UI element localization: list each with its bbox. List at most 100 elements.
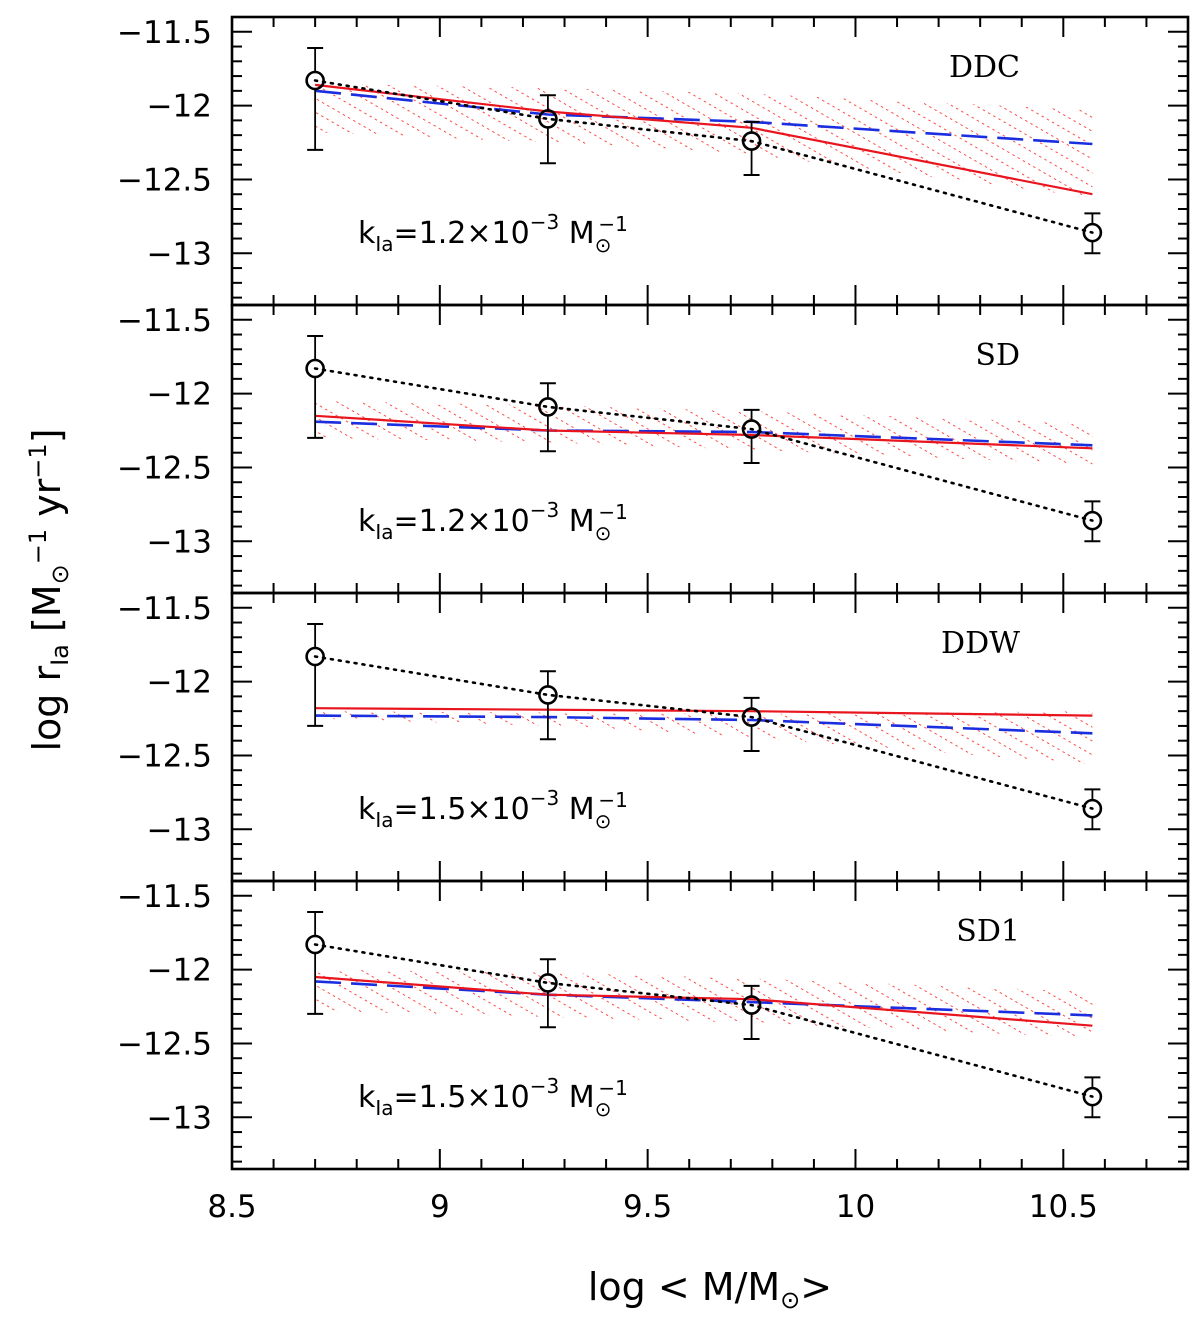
k-label-part: −3 [530, 210, 559, 234]
k-label-part: M [559, 216, 594, 251]
model-dashed-line [314, 89, 1093, 146]
k-label-part: Ia [375, 808, 393, 832]
model-solid-line [315, 975, 1093, 1027]
k-label-part: −3 [530, 1074, 559, 1098]
model-dashed-line [315, 714, 1093, 735]
k-label-part: −1 [598, 788, 627, 812]
k-label-part: −3 [530, 498, 559, 522]
y-tick-label: −11.5 [117, 15, 212, 51]
k-label-part: ⊙ [595, 521, 612, 545]
observed-point [538, 109, 558, 129]
observed-dotted-line [313, 367, 1094, 522]
y-tick-label: −12 [147, 89, 212, 125]
observed-point [305, 646, 325, 667]
observed-point [1082, 222, 1103, 243]
k-label-part: Ia [375, 520, 393, 544]
observed-point [305, 934, 325, 955]
k-label-part: Ia [375, 232, 393, 256]
k-label-part: −1 [598, 212, 627, 236]
observed-point [741, 995, 762, 1015]
model-dashed-line [315, 980, 1093, 1017]
k-label-part: ⊙ [595, 809, 612, 833]
observed-point [741, 419, 762, 439]
x-axis-title: log < M/M⊙> [588, 1265, 832, 1314]
y-tick-label: −12 [147, 665, 212, 701]
y-tick-label: −12.5 [117, 738, 212, 774]
k-label-part: −3 [530, 786, 559, 810]
x-tick-label: 8.5 [207, 1189, 256, 1225]
panel-label: SD1 [956, 914, 1020, 949]
k-label-part: =1.2×10 [394, 216, 530, 251]
model-band [315, 711, 1093, 765]
x-axis-title-sub: ⊙ [780, 1286, 800, 1314]
y-tick-label: −13 [147, 812, 212, 848]
k-ia-label: kIa=1.5×10−3 M⊙−1 [358, 1074, 628, 1121]
y-tick-label: −12.5 [117, 162, 212, 198]
observed-point [1082, 798, 1103, 819]
k-ia-label: kIa=1.2×10−3 M⊙−1 [358, 210, 628, 257]
y-axis-title-unit-sup: −1 [24, 529, 52, 564]
k-label-part: Ia [375, 1096, 393, 1120]
k-label-part: =1.2×10 [394, 504, 530, 539]
observed-dotted-line [313, 655, 1094, 810]
k-label-part: =1.5×10 [394, 1080, 530, 1115]
y-tick-label: −12 [147, 377, 212, 413]
observed-point [1082, 1086, 1103, 1107]
y-tick-label: −13 [147, 236, 212, 272]
observed-dotted-line [313, 79, 1094, 234]
k-label-part: =1.5×10 [394, 792, 530, 827]
observed-point [1082, 510, 1103, 531]
model-band [315, 83, 1093, 198]
k-label-part: ⊙ [595, 233, 612, 257]
panel-ddc: −11.5 −12 −12.5 −13 DDC kIa=1.2×10−3 M⊙−1 [117, 15, 1190, 307]
panel-label: SD [975, 338, 1020, 373]
panel-sd: −11.5 −12 −12.5 −13 SD kIa=1.2×10−3 M⊙−1 [117, 303, 1190, 595]
observed-point [538, 397, 558, 417]
y-axis-title: log rIa [M⊙−1 yr−1] [24, 428, 74, 751]
panel-sd1: −11.5 −12 −12.5 −13 SD1 kIa=1.5×10−3 M⊙−1 [117, 879, 1190, 1171]
y-axis-title-main: log r [25, 666, 69, 752]
y-tick-label: −13 [147, 524, 212, 560]
x-axis: 8.5 9 9.5 10 10.5 [207, 1189, 1097, 1225]
k-label-part: k [358, 1080, 376, 1115]
x-axis-title-main: log < M/M [588, 1265, 780, 1309]
y-tick-label: −11.5 [117, 591, 212, 627]
model-solid-line [315, 707, 1093, 717]
k-label-part: k [358, 504, 376, 539]
k-ia-label: kIa=1.5×10−3 M⊙−1 [358, 786, 628, 833]
model-solid-line [314, 83, 1093, 196]
model-dashed-line [315, 420, 1093, 447]
k-label-part: M [559, 792, 594, 827]
x-tick-label: 10 [836, 1189, 875, 1225]
x-tick-label: 9.5 [623, 1189, 672, 1225]
y-tick-label: −11.5 [117, 879, 212, 915]
observed-point [538, 973, 558, 993]
x-tick-label: 9 [430, 1189, 450, 1225]
observed-point [741, 707, 762, 727]
y-axis-title-sub: Ia [46, 644, 74, 666]
x-axis-title-end: > [800, 1265, 832, 1309]
x-tick-label: 10.5 [1029, 1189, 1098, 1225]
y-axis-title-yr-sup: −1 [24, 443, 52, 478]
k-label-part: M [559, 504, 594, 539]
y-axis-title-yr: yr [25, 478, 69, 529]
panel-label: DDC [949, 50, 1020, 85]
y-axis-title-unit: [M [25, 584, 69, 644]
k-label-part: M [559, 1080, 594, 1115]
model-band [315, 969, 1093, 1038]
k-label-part: k [358, 792, 376, 827]
panel-frame [230, 879, 1190, 1171]
y-axis-title-close: ] [25, 428, 69, 443]
k-label-part: −1 [598, 500, 627, 524]
k-label-part: k [358, 216, 376, 251]
observed-point [538, 685, 558, 705]
observed-dotted-line [313, 943, 1094, 1098]
model-band [315, 401, 1093, 465]
observed-point [305, 70, 325, 91]
observed-point [741, 131, 762, 151]
model-solid-line [315, 414, 1093, 450]
panel-label: DDW [941, 626, 1020, 661]
k-label-part: ⊙ [595, 1097, 612, 1121]
